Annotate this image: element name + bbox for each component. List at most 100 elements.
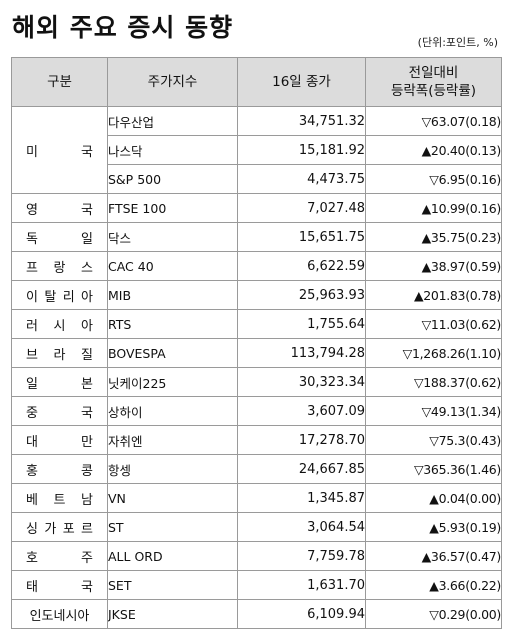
cell-index: 닛케이225 <box>107 367 238 397</box>
cell-change: ▲20.40(0.13) <box>365 135 502 165</box>
header-change-line1: 전일대비 <box>408 64 459 81</box>
table-row: 독 일 닥스 15,651.75 ▲35.75(0.23) <box>11 222 502 252</box>
header-change: 전일대비 등락폭(등락률) <box>365 57 502 107</box>
cell-index: ST <box>107 512 238 542</box>
cell-change: ▽11.03(0.62) <box>365 309 502 339</box>
cell-index: SET <box>107 570 238 600</box>
market-table: 구분 주가지수 16일 종가 전일대비 등락폭(등락률) 미 국 다우산업 34,75… <box>11 57 502 629</box>
cell-close: 113,794.28 <box>237 338 366 368</box>
table-row: 베 트 남 VN 1,345.87 ▲0.04(0.00) <box>11 483 502 513</box>
cell-index: VN <box>107 483 238 513</box>
header-region: 구분 <box>11 57 108 107</box>
unit-note: (단위:포인트, %) <box>417 36 498 49</box>
cell-change: ▲3.66(0.22) <box>365 570 502 600</box>
page-title: 해외 주요 증시 동향 <box>12 13 234 42</box>
header-index: 주가지수 <box>107 57 238 107</box>
cell-index: FTSE 100 <box>107 193 238 223</box>
table-row: 태 국 SET 1,631.70 ▲3.66(0.22) <box>11 570 502 600</box>
cell-index: 상하이 <box>107 396 238 426</box>
cell-close: 30,323.34 <box>237 367 366 397</box>
cell-close: 15,181.92 <box>237 135 366 165</box>
cell-close: 25,963.93 <box>237 280 366 310</box>
cell-close: 17,278.70 <box>237 425 366 455</box>
table-row: 대 만 자취엔 17,278.70 ▽75.3(0.43) <box>11 425 502 455</box>
cell-change: ▽1,268.26(1.10) <box>365 338 502 368</box>
table-header: 구분 주가지수 16일 종가 전일대비 등락폭(등락률) <box>11 57 502 107</box>
cell-change: ▽63.07(0.18) <box>365 106 502 136</box>
table-row: S&P 500 4,473.75 ▽6.95(0.16) <box>12 164 502 194</box>
table-row: 미 국 다우산업 34,751.32 ▽63.07(0.18) <box>11 106 502 194</box>
cell-close: 6,109.94 <box>237 599 366 629</box>
table-row: 인도네시아 JKSE 6,109.94 ▽0.29(0.00) <box>11 599 502 629</box>
table-row: 호 주 ALL ORD 7,759.78 ▲36.57(0.47) <box>11 541 502 571</box>
cell-change: ▲35.75(0.23) <box>365 222 502 252</box>
cell-change: ▲201.83(0.78) <box>365 280 502 310</box>
table-row: 나스닥 15,181.92 ▲20.40(0.13) <box>12 135 502 165</box>
cell-close: 3,607.09 <box>237 396 366 426</box>
cell-close: 7,759.78 <box>237 541 366 571</box>
cell-close: 34,751.32 <box>237 106 366 136</box>
cell-change: ▲10.99(0.16) <box>365 193 502 223</box>
table-row: 중 국 상하이 3,607.09 ▽49.13(1.34) <box>11 396 502 426</box>
cell-change: ▲0.04(0.00) <box>365 483 502 513</box>
cell-index: 항셍 <box>107 454 238 484</box>
table-row: 홍 콩 항셍 24,667.85 ▽365.36(1.46) <box>11 454 502 484</box>
cell-close: 7,027.48 <box>237 193 366 223</box>
cell-change: ▽49.13(1.34) <box>365 396 502 426</box>
cell-index: 자취엔 <box>107 425 238 455</box>
cell-change: ▲38.97(0.59) <box>365 251 502 281</box>
cell-close: 15,651.75 <box>237 222 366 252</box>
table-row: 영 국 FTSE 100 7,027.48 ▲10.99(0.16) <box>11 193 502 223</box>
table-row: 프 랑 스 CAC 40 6,622.59 ▲38.97(0.59) <box>11 251 502 281</box>
table-row: 싱 가 포 르 ST 3,064.54 ▲5.93(0.19) <box>11 512 502 542</box>
table-body: 미 국 다우산업 34,751.32 ▽63.07(0.18) 나스닥 15,181.92 ▲… <box>11 106 502 629</box>
cell-change: ▽0.29(0.00) <box>365 599 502 629</box>
table-row: 브 라 질 BOVESPA 113,794.28 ▽1,268.26(1.10) <box>11 338 502 368</box>
cell-change: ▲36.57(0.47) <box>365 541 502 571</box>
cell-change: ▽6.95(0.16) <box>365 164 502 194</box>
cell-close: 3,064.54 <box>237 512 366 542</box>
cell-close: 1,755.64 <box>237 309 366 339</box>
cell-close: 1,345.87 <box>237 483 366 513</box>
cell-index: MIB <box>107 280 238 310</box>
cell-change: ▽188.37(0.62) <box>365 367 502 397</box>
cell-index: ALL ORD <box>107 541 238 571</box>
cell-index: CAC 40 <box>107 251 238 281</box>
cell-change: ▽365.36(1.46) <box>365 454 502 484</box>
table-row: 일 본 닛케이225 30,323.34 ▽188.37(0.62) <box>11 367 502 397</box>
header-close: 16일 종가 <box>237 57 366 107</box>
cell-close: 6,622.59 <box>237 251 366 281</box>
table-row: 이 탈 리 아 MIB 25,963.93 ▲201.83(0.78) <box>11 280 502 310</box>
cell-index: 다우산업 <box>107 106 238 136</box>
cell-region: 인도네시아 <box>11 599 108 629</box>
cell-close: 4,473.75 <box>237 164 366 194</box>
region-label: 인도네시아 <box>29 608 90 624</box>
